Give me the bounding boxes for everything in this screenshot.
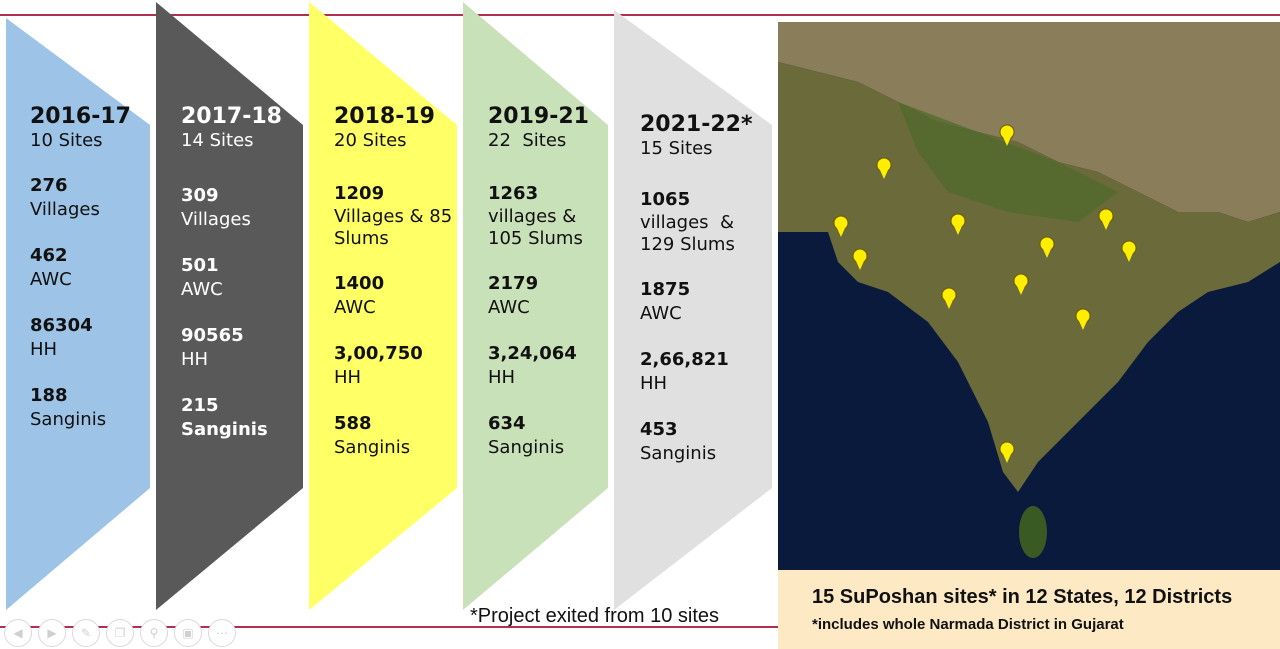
metric-hh: 3,24,064 HH xyxy=(488,343,577,388)
map-caption-note: *includes whole Narmada District in Guja… xyxy=(812,616,1124,633)
zoom-icon[interactable]: ⚲ xyxy=(140,619,168,647)
year-label: 2018-19 xyxy=(334,104,435,129)
year-label: 2019-21 xyxy=(488,104,589,129)
sites-count: 10 Sites xyxy=(30,130,103,151)
metric-sanginis: 634 Sanginis xyxy=(488,413,565,458)
site-marker xyxy=(833,215,849,231)
more-icon[interactable]: ⋯ xyxy=(208,619,236,647)
metric-awc: 501 AWC xyxy=(181,255,223,300)
metric-villages-slums: 1065 villages & 129 Slums xyxy=(640,189,740,255)
slide-nav-toolbar: ◀ ▶ ✎ ❐ ⚲ ▣ ⋯ xyxy=(4,619,236,647)
map-caption-title: 15 SuPoshan sites* in 12 States, 12 Dist… xyxy=(812,586,1233,608)
year-label: 2016-17 xyxy=(30,104,131,129)
column-2018-19: 2018-19 20 Sites 1209 Villages & 85 Slums… xyxy=(334,104,454,482)
screen-icon[interactable]: ▣ xyxy=(174,619,202,647)
site-marker xyxy=(1121,240,1137,256)
sites-count: 20 Sites xyxy=(334,130,407,151)
sites-count: 15 Sites xyxy=(640,138,713,159)
bottom-rule xyxy=(0,626,1280,628)
site-marker xyxy=(852,248,868,264)
site-marker xyxy=(950,213,966,229)
column-2016-17: 2016-17 10 Sites 276 Villages 462 AWC 8630… xyxy=(30,104,148,454)
forward-icon[interactable]: ▶ xyxy=(38,619,66,647)
map-graphic xyxy=(778,22,1280,570)
column-2017-18: 2017-18 14 Sites 309 Villages 501 AWC 9056… xyxy=(181,104,299,464)
site-marker xyxy=(999,124,1015,140)
metric-villages: 309 Villages xyxy=(181,185,251,230)
site-marker xyxy=(1039,236,1055,252)
metric-sanginis: 453 Sanginis xyxy=(640,419,717,464)
site-marker xyxy=(876,157,892,173)
metric-sanginis: 188 Sanginis xyxy=(30,385,107,430)
pen-icon[interactable]: ✎ xyxy=(72,619,100,647)
year-label: 2021-22* xyxy=(640,112,753,137)
metric-sanginis: 588 Sanginis xyxy=(334,413,411,458)
copy-icon[interactable]: ❐ xyxy=(106,619,134,647)
metric-hh: 3,00,750 HH xyxy=(334,343,423,388)
metric-sanginis: 215 Sanginis xyxy=(181,395,268,440)
site-marker xyxy=(1075,308,1091,324)
sites-count: 14 Sites xyxy=(181,130,254,151)
back-icon[interactable]: ◀ xyxy=(4,619,32,647)
metric-villages-slums: 1263 villages & 105 Slums xyxy=(488,183,583,249)
map-caption: 15 SuPoshan sites* in 12 States, 12 Dist… xyxy=(778,570,1280,649)
footnote: *Project exited from 10 sites xyxy=(470,605,719,627)
column-2021-22: 2021-22* 15 Sites 1065 villages & 129 Slu… xyxy=(640,112,770,488)
metric-awc: 462 AWC xyxy=(30,245,72,290)
metric-awc: 2179 AWC xyxy=(488,273,539,318)
site-marker xyxy=(941,287,957,303)
metric-hh: 2,66,821 HH xyxy=(640,349,729,394)
site-marker xyxy=(1013,273,1029,289)
metric-villages: 276 Villages xyxy=(30,175,100,220)
sites-count: 22 Sites xyxy=(488,130,567,151)
site-marker xyxy=(999,441,1015,457)
india-map xyxy=(778,22,1280,570)
top-rule xyxy=(0,14,1280,16)
metric-awc: 1875 AWC xyxy=(640,279,691,324)
metric-villages-slums: 1209 Villages & 85 Slums xyxy=(334,183,453,249)
site-marker xyxy=(1098,208,1114,224)
metric-hh: 90565 HH xyxy=(181,325,244,370)
metric-awc: 1400 AWC xyxy=(334,273,385,318)
metric-hh: 86304 HH xyxy=(30,315,93,360)
column-2019-21: 2019-21 22 Sites 1263 villages & 105 Slum… xyxy=(488,104,606,482)
year-label: 2017-18 xyxy=(181,104,282,129)
